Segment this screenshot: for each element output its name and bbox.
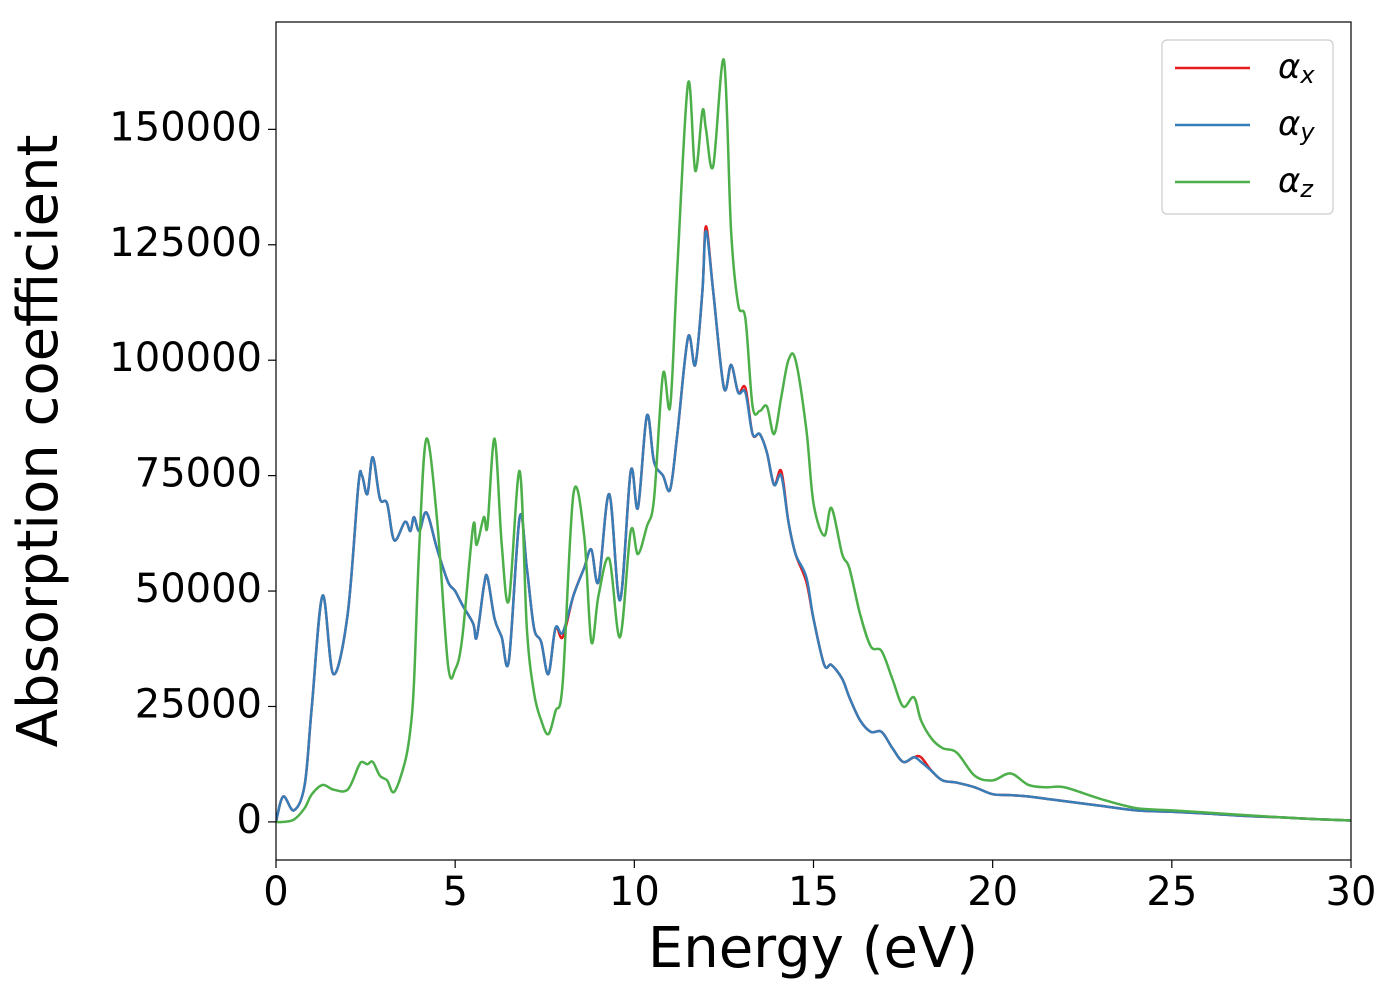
x-tick-label: 10	[609, 869, 660, 915]
x-tick-label: 25	[1146, 869, 1197, 915]
legend-box	[1161, 39, 1334, 215]
legend-label: αy	[1278, 104, 1315, 147]
series-line	[276, 229, 1351, 823]
y-axis-label: Absorption coefficient	[6, 135, 71, 748]
y-tick-label: 50000	[135, 566, 262, 612]
legend-label: αx	[1278, 47, 1315, 90]
x-tick-label: 15	[788, 869, 839, 915]
x-tick-label: 0	[263, 869, 288, 915]
series-line	[276, 58, 1351, 824]
y-tick-label: 0	[237, 797, 262, 843]
y-tick-label: 100000	[109, 335, 262, 381]
x-tick-label: 20	[967, 869, 1018, 915]
y-tick-label: 125000	[109, 220, 262, 266]
x-tick-label: 5	[442, 869, 467, 915]
y-tick-label: 75000	[135, 451, 262, 497]
y-tick-label: 150000	[109, 104, 262, 150]
x-axis-label: Energy (eV)	[648, 916, 978, 981]
plot-lines	[276, 58, 1351, 824]
legend-label: αz	[1278, 161, 1314, 204]
x-tick-label: 30	[1326, 869, 1377, 915]
y-tick-label: 25000	[135, 681, 262, 727]
